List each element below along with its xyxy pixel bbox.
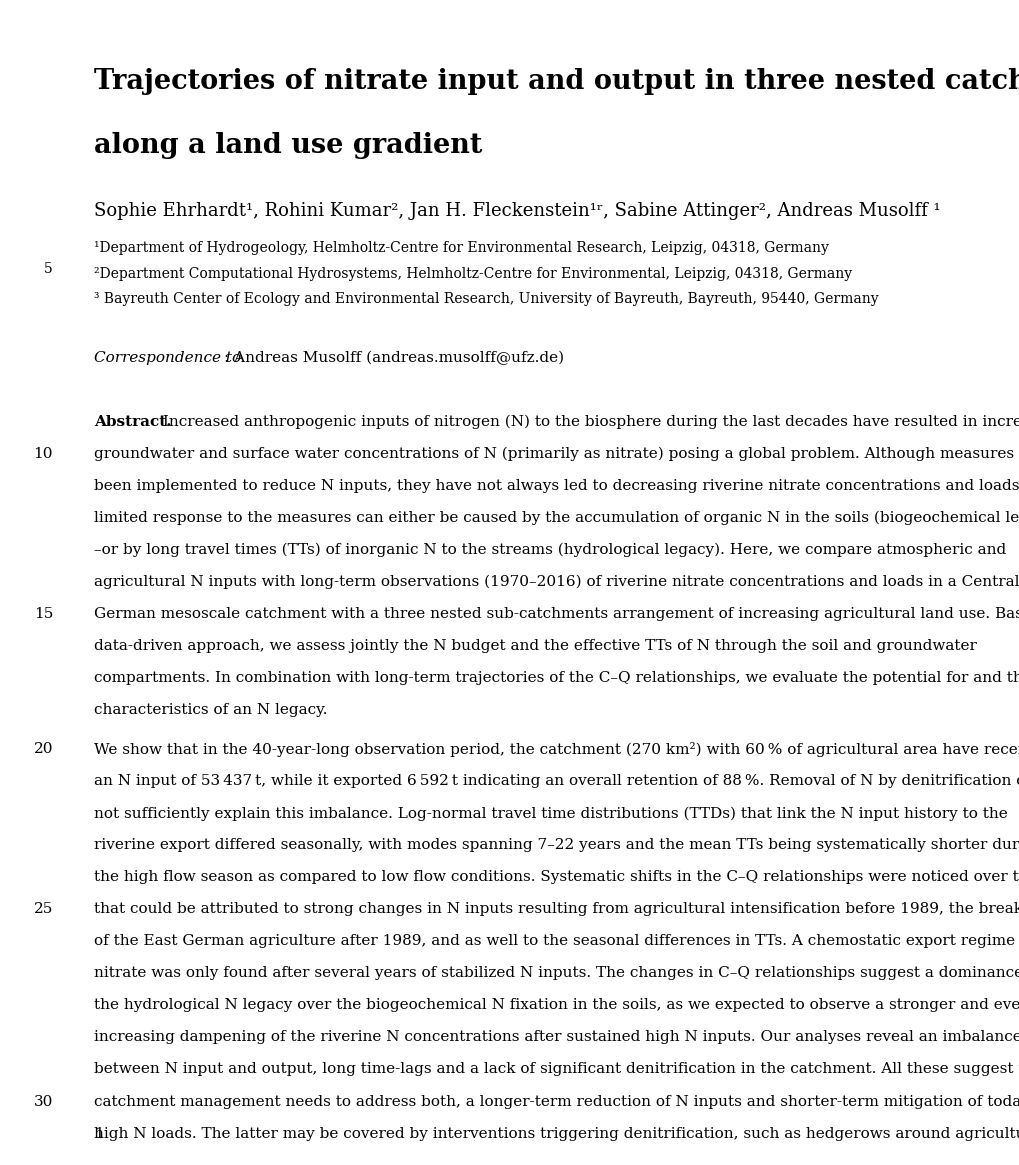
Text: riverine export differed seasonally, with modes spanning 7–22 years and the mean: riverine export differed seasonally, wit… <box>94 839 1019 853</box>
Text: an N input of 53 437 t, while it exported 6 592 t indicating an overall retentio: an N input of 53 437 t, while it exporte… <box>94 775 1019 789</box>
Text: : Andreas Musolff (andreas.musolff@ufz.de): : Andreas Musolff (andreas.musolff@ufz.d… <box>224 351 564 365</box>
Text: nitrate was only found after several years of stabilized N inputs. The changes i: nitrate was only found after several yea… <box>94 967 1019 981</box>
Text: ³ Bayreuth Center of Ecology and Environmental Research, University of Bayreuth,: ³ Bayreuth Center of Ecology and Environ… <box>94 292 877 306</box>
Text: 1: 1 <box>94 1127 104 1141</box>
Text: along a land use gradient: along a land use gradient <box>94 132 482 158</box>
Text: the hydrological N legacy over the biogeochemical N fixation in the soils, as we: the hydrological N legacy over the bioge… <box>94 998 1019 1012</box>
Text: characteristics of an N legacy.: characteristics of an N legacy. <box>94 704 327 718</box>
Text: increasing dampening of the riverine N concentrations after sustained high N inp: increasing dampening of the riverine N c… <box>94 1031 1019 1045</box>
Text: Abstract.: Abstract. <box>94 415 171 429</box>
Text: Correspondence to: Correspondence to <box>94 351 240 365</box>
Text: 30: 30 <box>34 1095 53 1109</box>
Text: ¹Department of Hydrogeology, Helmholtz-Centre for Environmental Research, Leipzi: ¹Department of Hydrogeology, Helmholtz-C… <box>94 241 827 255</box>
Text: 5: 5 <box>44 262 53 276</box>
Text: not sufficiently explain this imbalance. Log-normal travel time distributions (T: not sufficiently explain this imbalance.… <box>94 806 1007 820</box>
Text: We show that in the 40-year-long observation period, the catchment (270 km²) wit: We show that in the 40-year-long observa… <box>94 742 1019 757</box>
Text: compartments. In combination with long-term trajectories of the C–Q relationship: compartments. In combination with long-t… <box>94 671 1019 685</box>
Text: agricultural N inputs with long-term observations (1970–2016) of riverine nitrat: agricultural N inputs with long-term obs… <box>94 576 1018 589</box>
Text: 15: 15 <box>34 607 53 621</box>
Text: Increased anthropogenic inputs of nitrogen (N) to the biosphere during the last : Increased anthropogenic inputs of nitrog… <box>158 415 1019 429</box>
Text: between N input and output, long time-lags and a lack of significant denitrifica: between N input and output, long time-la… <box>94 1062 1019 1076</box>
Text: high N loads. The latter may be covered by interventions triggering denitrificat: high N loads. The latter may be covered … <box>94 1127 1019 1141</box>
Text: 25: 25 <box>34 903 53 917</box>
Text: ²Department Computational Hydrosystems, Helmholtz-Centre for Environmental, Leip: ²Department Computational Hydrosystems, … <box>94 267 851 281</box>
Text: Trajectories of nitrate input and output in three nested catchments: Trajectories of nitrate input and output… <box>94 68 1019 94</box>
Text: that could be attributed to strong changes in N inputs resulting from agricultur: that could be attributed to strong chang… <box>94 903 1019 917</box>
Text: 20: 20 <box>34 742 53 756</box>
Text: –or by long travel times (TTs) of inorganic N to the streams (hydrological legac: –or by long travel times (TTs) of inorga… <box>94 543 1005 557</box>
Text: 10: 10 <box>34 447 53 461</box>
Text: of the East German agriculture after 1989, and as well to the seasonal differenc: of the East German agriculture after 198… <box>94 934 1019 948</box>
Text: catchment management needs to address both, a longer-term reduction of N inputs : catchment management needs to address bo… <box>94 1095 1019 1109</box>
Text: Sophie Ehrhardt¹, Rohini Kumar², Jan H. Fleckenstein¹ʳ, Sabine Attinger², Andrea: Sophie Ehrhardt¹, Rohini Kumar², Jan H. … <box>94 202 940 219</box>
Text: been implemented to reduce N inputs, they have not always led to decreasing rive: been implemented to reduce N inputs, the… <box>94 479 1019 493</box>
Text: German mesoscale catchment with a three nested sub-catchments arrangement of inc: German mesoscale catchment with a three … <box>94 607 1019 621</box>
Text: the high flow season as compared to low flow conditions. Systematic shifts in th: the high flow season as compared to low … <box>94 870 1019 884</box>
Text: data-driven approach, we assess jointly the N budget and the effective TTs of N : data-driven approach, we assess jointly … <box>94 640 976 654</box>
Text: groundwater and surface water concentrations of N (primarily as nitrate) posing : groundwater and surface water concentrat… <box>94 447 1019 461</box>
Text: limited response to the measures can either be caused by the accumulation of org: limited response to the measures can eit… <box>94 511 1019 525</box>
